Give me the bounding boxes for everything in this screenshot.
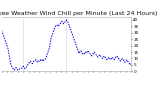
Title: Milwaukee Weather Wind Chill per Minute (Last 24 Hours): Milwaukee Weather Wind Chill per Minute … (0, 11, 157, 16)
